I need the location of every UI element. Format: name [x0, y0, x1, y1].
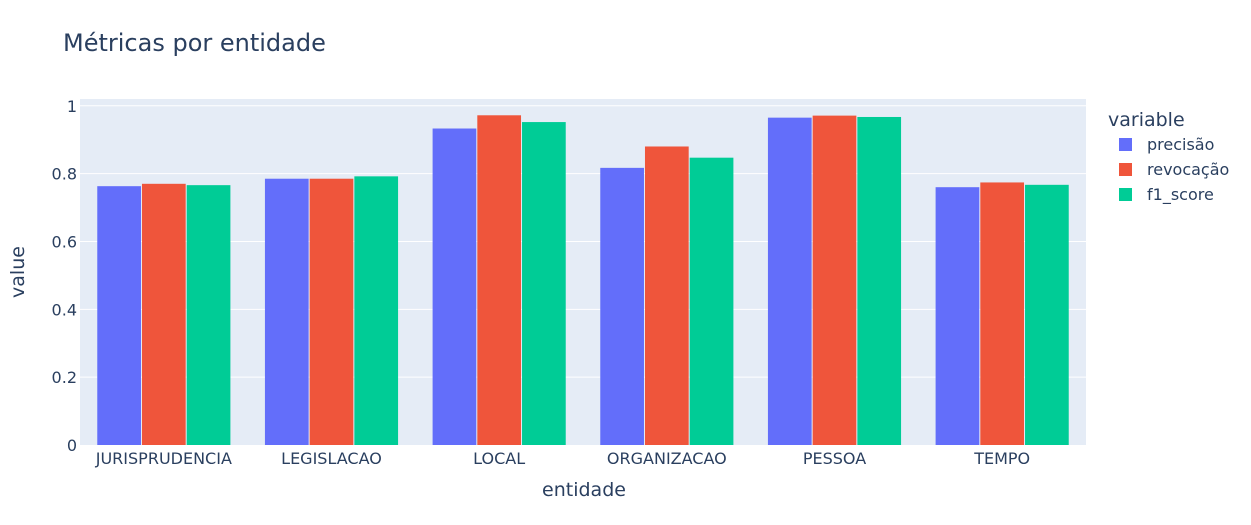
bar-precisão-TEMPO: [935, 187, 980, 445]
x-tick-label: JURISPRUDENCIA: [95, 449, 232, 468]
bar-revocação-PESSOA: [812, 115, 857, 445]
y-axis-ticks: 0 0.2 0.4 0.6 0.8 1: [52, 97, 77, 455]
x-tick-label: TEMPO: [973, 449, 1030, 468]
bar-revocação-LEGISLACAO: [309, 178, 354, 445]
legend-item-label: f1_score: [1147, 185, 1214, 205]
bar-precisão-PESSOA: [767, 117, 812, 445]
bars: [97, 115, 1069, 446]
x-tick-label: LEGISLACAO: [281, 449, 382, 468]
bar-precisão-ORGANIZACAO: [600, 167, 644, 445]
y-tick-label: 0.8: [52, 165, 77, 184]
bar-precisão-LOCAL: [432, 128, 477, 445]
bar-revocação-LOCAL: [477, 115, 522, 446]
x-axis-title: entidade: [542, 479, 626, 501]
chart-title: Métricas por entidade: [63, 29, 326, 57]
y-axis-title: value: [7, 246, 29, 298]
x-tick-label: PESSOA: [803, 449, 866, 468]
bar-revocação-JURISPRUDENCIA: [141, 183, 186, 445]
y-tick-label: 0.4: [52, 300, 77, 319]
bar-f1_score-TEMPO: [1025, 184, 1069, 445]
x-tick-label: ORGANIZACAO: [607, 449, 727, 468]
plot-area: [80, 99, 1086, 445]
gridlines: [80, 105, 1086, 378]
x-axis-ticks: JURISPRUDENCIA LEGISLACAO LOCAL ORGANIZACAO…: [95, 449, 1030, 468]
bar-f1_score-PESSOA: [857, 116, 902, 446]
legend-swatch: [1119, 163, 1132, 176]
legend-swatch: [1119, 138, 1132, 151]
bar-revocação-ORGANIZACAO: [644, 146, 689, 446]
y-tick-label: 1: [67, 97, 77, 116]
bar-precisão-LEGISLACAO: [264, 178, 309, 445]
legend: variable precisão revocação f1_score: [1108, 109, 1229, 205]
bar-precisão-JURISPRUDENCIA: [97, 186, 141, 445]
bar-f1_score-ORGANIZACAO: [689, 157, 734, 445]
bar-f1_score-JURISPRUDENCIA: [186, 185, 231, 446]
x-tick-label: LOCAL: [473, 449, 525, 468]
bar-f1_score-LOCAL: [522, 122, 566, 446]
y-tick-label: 0: [67, 436, 77, 455]
legend-item-label: precisão: [1147, 135, 1214, 154]
legend-item-label: revocação: [1147, 160, 1229, 179]
bar-revocação-TEMPO: [980, 182, 1025, 445]
bar-f1_score-LEGISLACAO: [354, 176, 399, 445]
y-tick-label: 0.6: [52, 232, 77, 251]
legend-swatch: [1119, 188, 1132, 201]
legend-title: variable: [1108, 109, 1185, 131]
y-tick-label: 0.2: [52, 368, 77, 387]
